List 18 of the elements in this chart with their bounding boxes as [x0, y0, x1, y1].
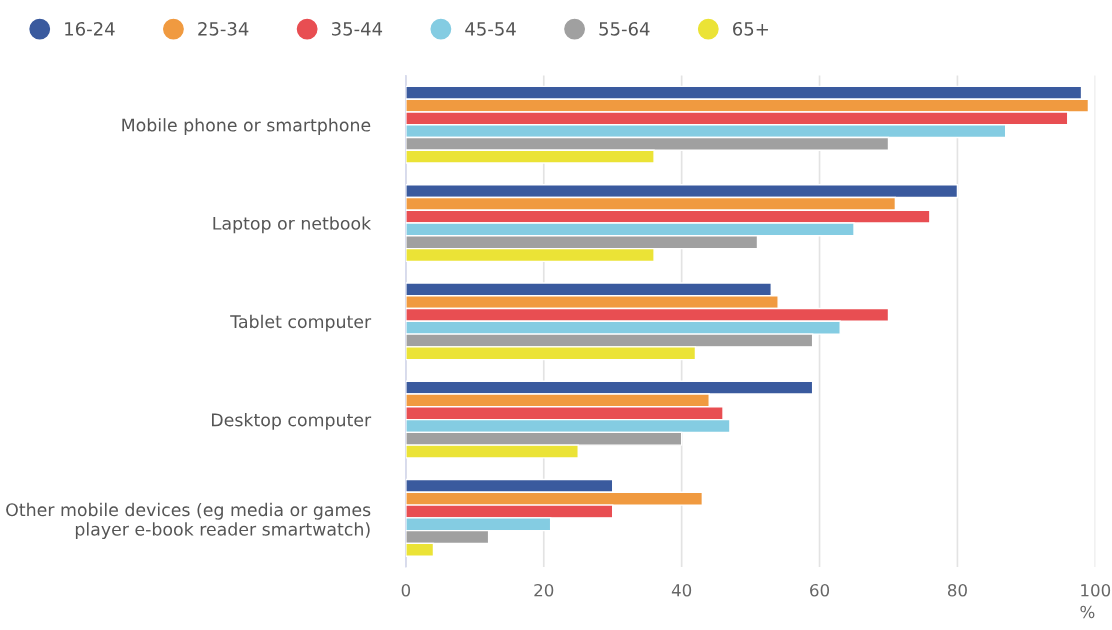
y-tick-label: Desktop computer [212, 412, 372, 430]
legend-label: 45-54 [465, 22, 516, 36]
x-tick-label: 60 [810, 583, 830, 597]
legend-label: 55-64 [599, 21, 650, 36]
x-tick-label: 100 [1081, 583, 1111, 597]
x-tick-label: 0 [401, 583, 411, 597]
x-tick-label: 40 [671, 583, 692, 597]
y-tick-label: Mobile phone or smartphone [122, 118, 371, 135]
x-tick-label: 80 [947, 583, 967, 597]
legend-label: 65+ [733, 21, 768, 36]
y-tick-label: Other mobile devices (eg media or games player e-book reader smartwatch) [6, 502, 371, 540]
legend-label: 25-34 [198, 21, 249, 36]
y-tick-label: Tablet computer [230, 314, 372, 332]
x-tick-label: 20 [534, 583, 554, 597]
legend-label: 16-24 [65, 21, 115, 36]
x-axis-title: % [1080, 605, 1095, 619]
y-tick-label: Laptop or netbook [213, 216, 372, 234]
legend-label: 35-44 [332, 21, 383, 36]
